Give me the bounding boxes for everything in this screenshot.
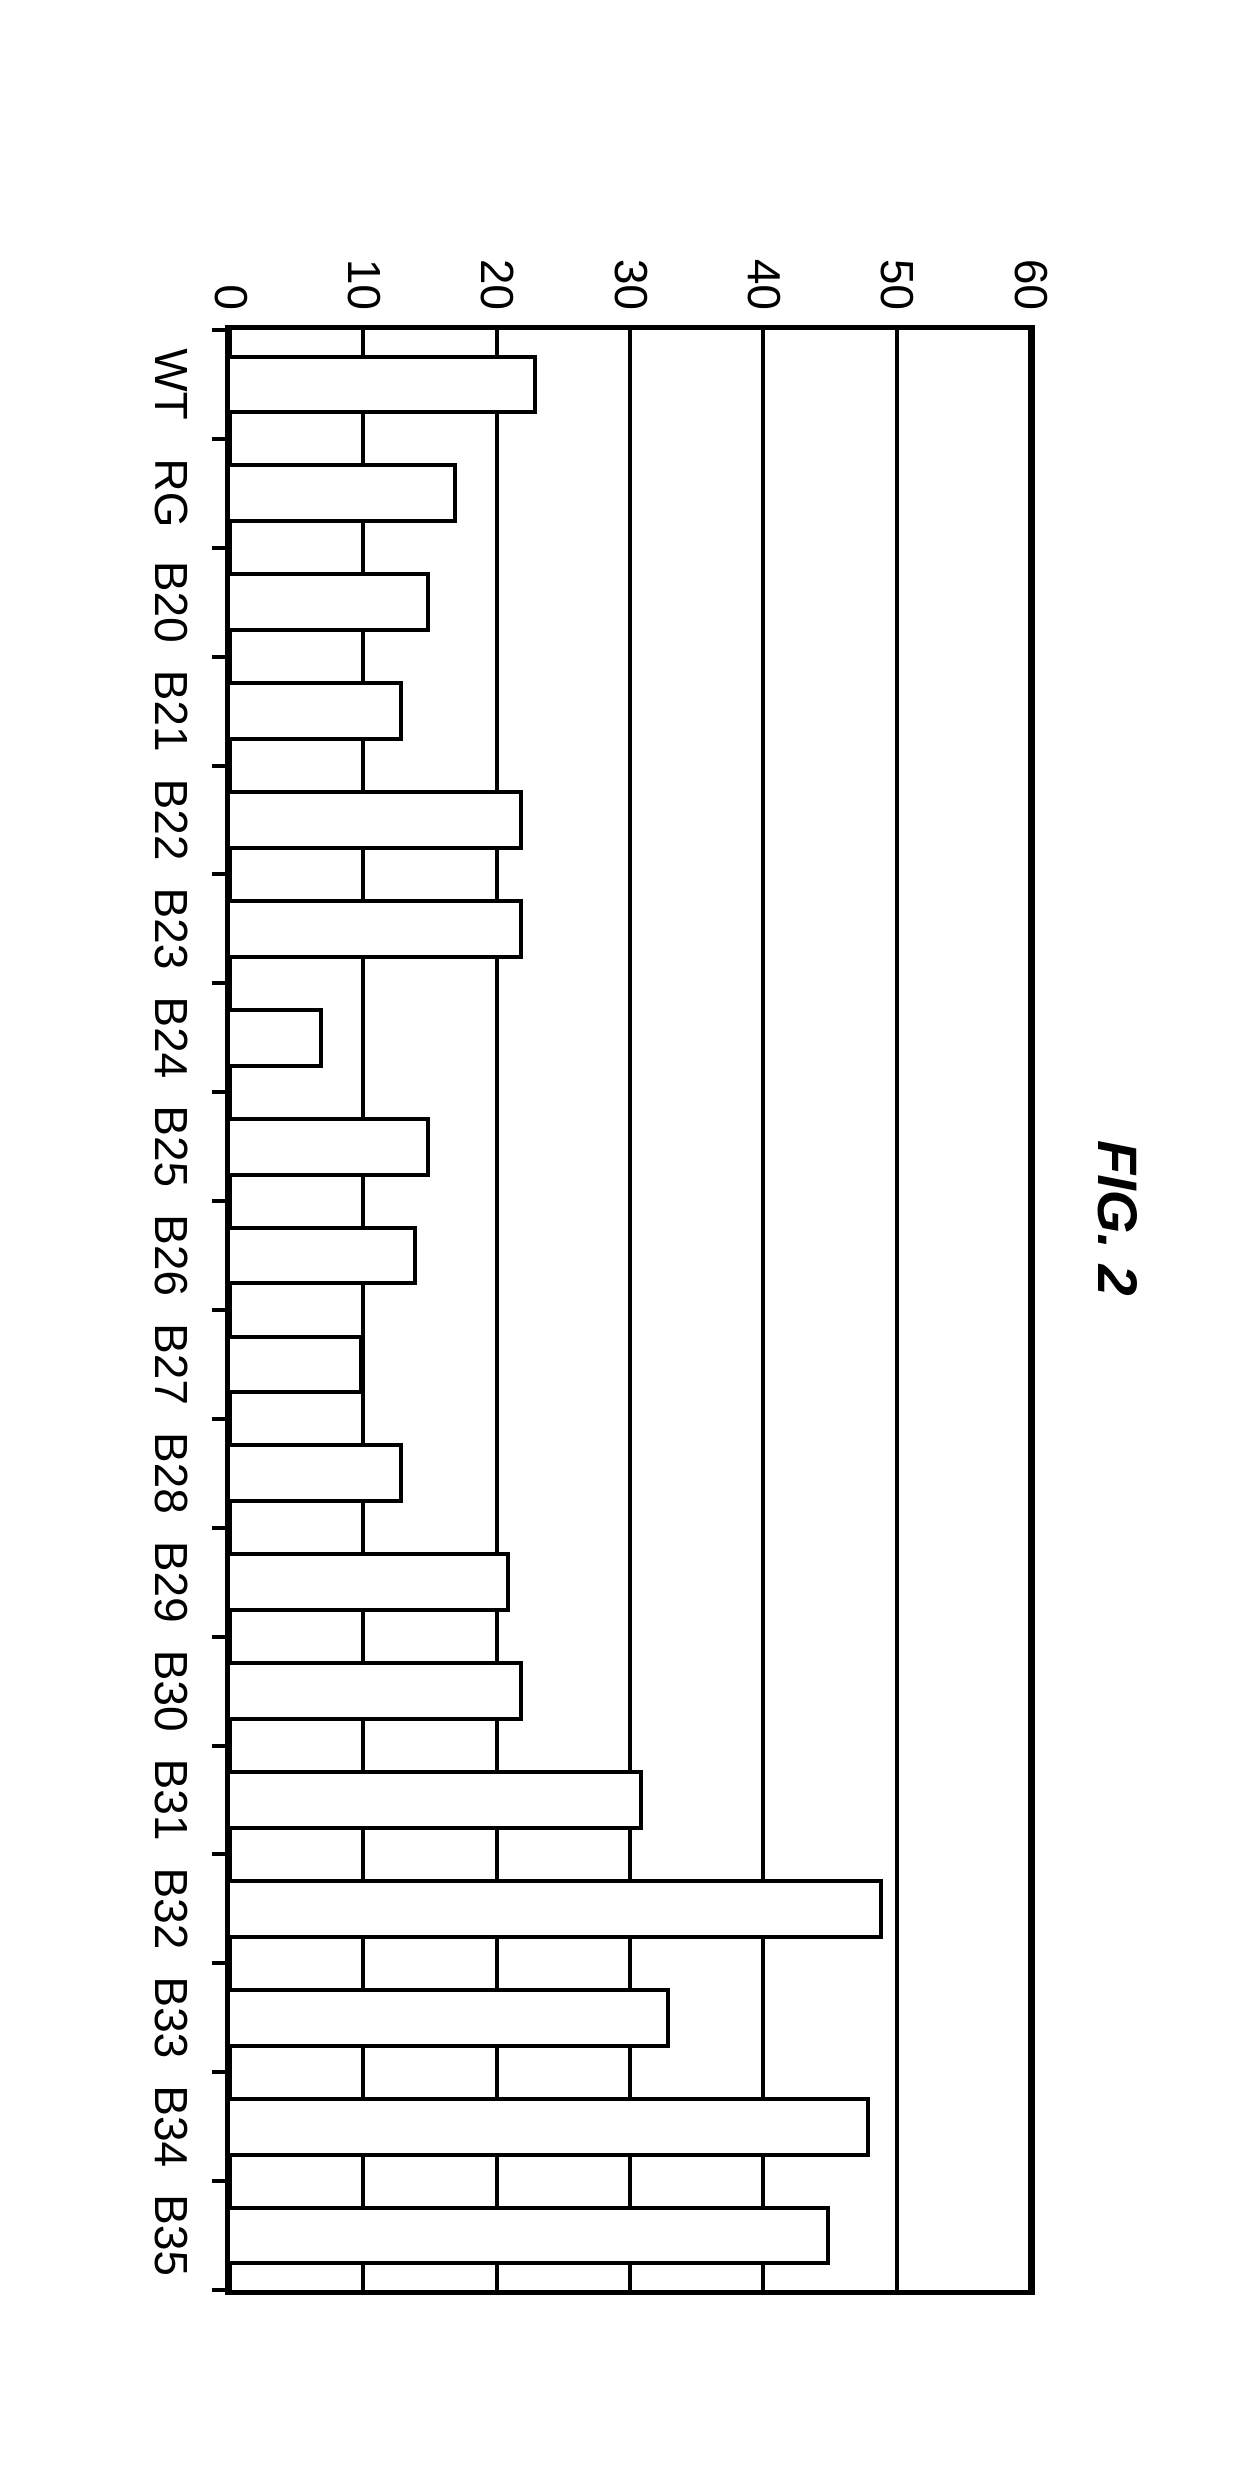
x-tick-mark [212,872,230,876]
x-tick-label: B22 [144,766,198,874]
page-canvas: FIG. 20102030405060WTRGB20B21B22B23B24B2… [0,0,1240,2467]
x-tick-label: B35 [144,2181,198,2289]
bar [230,899,523,959]
x-tick-mark [212,1199,230,1203]
x-tick-mark [212,1526,230,1530]
plot-right-border [225,2290,1035,2295]
bar [230,355,537,415]
x-tick-mark [212,546,230,550]
x-tick-label: B23 [144,874,198,982]
bar [230,790,523,850]
x-tick-mark [212,1852,230,1856]
bar [230,1988,670,2048]
x-tick-label: B31 [144,1746,198,1854]
y-tick-label: 10 [337,190,391,310]
y-tick-label: 20 [470,190,524,310]
x-tick-label: B27 [144,1310,198,1418]
bar [230,1661,523,1721]
bar [230,2097,870,2157]
gridline [761,330,765,2290]
x-tick-mark [212,2288,230,2292]
x-tick-mark [212,1417,230,1421]
x-tick-label: B28 [144,1419,198,1527]
x-tick-label: B32 [144,1854,198,1962]
x-tick-mark [212,1744,230,1748]
x-tick-label: B25 [144,1092,198,1200]
x-tick-label: WT [144,330,198,438]
x-tick-label: B30 [144,1637,198,1745]
x-tick-mark [212,437,230,441]
y-tick-label: 50 [870,190,924,310]
x-tick-mark [212,1308,230,1312]
bar [230,681,403,741]
x-tick-label: B26 [144,1201,198,1309]
x-tick-mark [212,2179,230,2183]
x-tick-label: B21 [144,657,198,765]
y-tick-label: 60 [1004,190,1058,310]
x-tick-mark [212,1090,230,1094]
rotated-figure-wrapper: FIG. 20102030405060WTRGB20B21B22B23B24B2… [0,0,1240,2467]
plot-area [230,330,1030,2290]
bar [230,572,430,632]
x-tick-label: B24 [144,983,198,1091]
x-tick-mark [212,328,230,332]
x-tick-mark [212,2070,230,2074]
bar [230,1117,430,1177]
bar [230,1552,510,1612]
y-axis-line [225,325,1035,330]
x-tick-label: B34 [144,2072,198,2180]
y-tick-label: 40 [737,190,791,310]
bar [230,1443,403,1503]
gridline [895,330,899,2290]
x-tick-mark [212,655,230,659]
x-tick-label: B33 [144,1963,198,2071]
bar [230,1335,363,1395]
x-tick-label: RG [144,439,198,547]
figure-title: FIG. 2 [1085,1140,1150,1296]
x-tick-mark [212,764,230,768]
x-tick-mark [212,1961,230,1965]
bar [230,1008,323,1068]
y-tick-label: 30 [604,190,658,310]
y-tick-label: 0 [204,190,258,310]
x-tick-mark [212,1635,230,1639]
x-tick-mark [212,981,230,985]
bar [230,463,457,523]
bar [230,1879,883,1939]
bar [230,1226,417,1286]
x-tick-label: B20 [144,548,198,656]
x-tick-label: B29 [144,1528,198,1636]
plot-top-border [1030,325,1035,2295]
bar [230,2206,830,2266]
bar [230,1770,643,1830]
